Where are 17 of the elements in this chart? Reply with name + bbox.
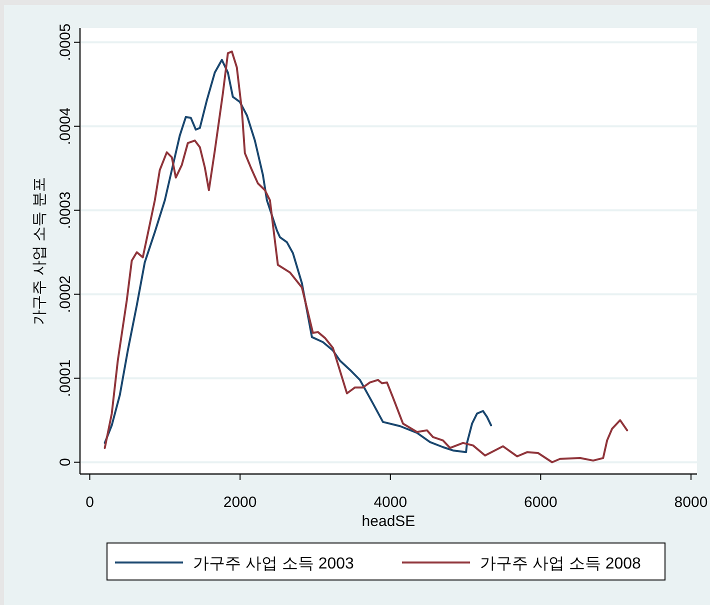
y-tick-label: .0004: [57, 108, 74, 146]
x-axis-title: headSE: [362, 513, 416, 530]
y-axis-title: 가구주 사업 소득 분포: [31, 177, 48, 325]
x-tick-label: 0: [86, 494, 94, 511]
legend-label: 가구주 사업 소득 2008: [480, 556, 642, 572]
y-tick-label: .0002: [57, 275, 74, 314]
legend-label: 가구주 사업 소득 2003: [193, 556, 354, 572]
y-tick-label: .0005: [57, 24, 74, 62]
y-tick-label: 0: [57, 458, 74, 466]
y-tick-label: .0003: [57, 191, 74, 230]
x-tick-label: 4000: [374, 494, 408, 511]
line-series: [104, 58, 492, 454]
line-series: [104, 50, 628, 464]
x-tick-label: 6000: [524, 494, 558, 511]
x-tick-label: 8000: [674, 494, 708, 511]
y-tick-label: .0001: [57, 359, 74, 398]
x-tick-label: 2000: [223, 494, 257, 511]
